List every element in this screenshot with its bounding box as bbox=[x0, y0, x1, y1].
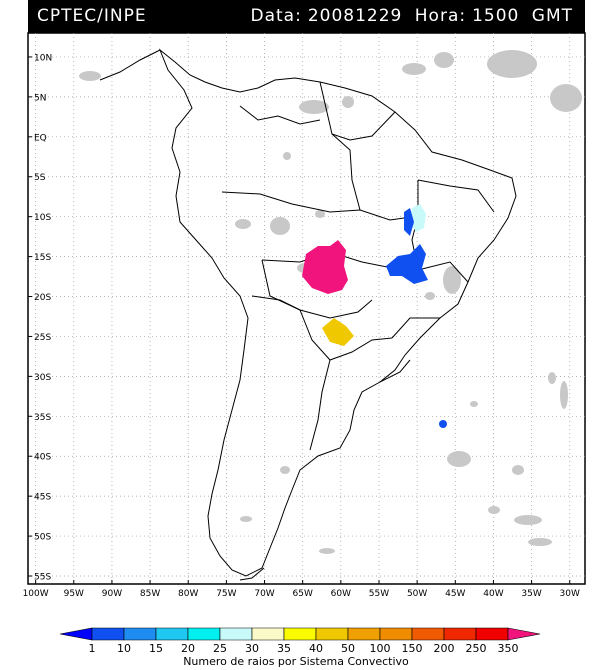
colorbar-tick-label: 20 bbox=[181, 642, 195, 655]
colorbar-tick-label: 50 bbox=[341, 642, 355, 655]
lat-label: 35S bbox=[34, 413, 51, 423]
lon-label: 65W bbox=[293, 589, 313, 599]
lat-label: EQ bbox=[34, 133, 47, 143]
system-minas-gerais bbox=[386, 244, 428, 284]
colorbar-tick-label: 1 bbox=[89, 642, 96, 655]
lat-label: 50S bbox=[34, 533, 51, 543]
colorbar-tick-label: 35 bbox=[277, 642, 291, 655]
date-value: 20081229 bbox=[307, 6, 403, 26]
lat-label: 30S bbox=[34, 373, 51, 383]
hour-value: 1500 bbox=[472, 6, 520, 26]
colorbar-tick-label: 350 bbox=[498, 642, 519, 655]
colorbar: 1 10 15 20 25 30 35 40 50 100 150 200 250 350 bbox=[59, 627, 541, 655]
lon-label: 85W bbox=[140, 589, 160, 599]
colorbar-segment bbox=[475, 627, 509, 641]
colorbar-tick-label: 25 bbox=[213, 642, 227, 655]
lat-label: 55S bbox=[34, 573, 51, 583]
lon-label: 70W bbox=[254, 589, 274, 599]
lat-label: 45S bbox=[34, 493, 51, 503]
timezone: GMT bbox=[531, 6, 573, 26]
lon-label: 95W bbox=[64, 589, 84, 599]
lon-label: 40W bbox=[483, 589, 503, 599]
colorbar-tick-label: 40 bbox=[309, 642, 323, 655]
colorbar-tick-label: 200 bbox=[434, 642, 455, 655]
colorbar-tick-label: 15 bbox=[149, 642, 163, 655]
colorbar-segment bbox=[91, 627, 125, 641]
lon-label: 45W bbox=[445, 589, 465, 599]
latitude-labels: 10N 5N EQ 5S 10S 15S 20S 25S 30S 35S 40S 45S 50S 55S bbox=[34, 53, 52, 582]
lon-label: 30W bbox=[560, 589, 580, 599]
lon-label: 60W bbox=[331, 589, 351, 599]
timestamp: Data: 20081229 Hora: 1500 GMT bbox=[245, 6, 574, 26]
colorbar-tick-label: 30 bbox=[245, 642, 259, 655]
lon-label: 50W bbox=[407, 589, 427, 599]
system-mato-grosso bbox=[302, 240, 348, 294]
colorbar-segment bbox=[507, 627, 541, 641]
colorbar-segment bbox=[443, 627, 477, 641]
map-frame bbox=[27, 32, 586, 585]
colorbar-segment bbox=[411, 627, 445, 641]
lat-label: 10S bbox=[34, 213, 51, 223]
lon-label: 100W bbox=[23, 589, 49, 599]
colorbar-segment bbox=[187, 627, 221, 641]
convective-systems bbox=[302, 204, 447, 428]
colorbar-tick-label: 150 bbox=[402, 642, 423, 655]
lat-label: 40S bbox=[34, 453, 51, 463]
lon-label: 55W bbox=[369, 589, 389, 599]
lat-label: 15S bbox=[34, 253, 51, 263]
system-atlantic bbox=[439, 420, 447, 428]
map-header: CPTEC/INPE Data: 20081229 Hora: 1500 GMT bbox=[28, 0, 585, 33]
colorbar-segment bbox=[315, 627, 349, 641]
lon-label: 80W bbox=[178, 589, 198, 599]
lon-label: 35W bbox=[521, 589, 541, 599]
date-label: Data: bbox=[250, 6, 302, 26]
lat-label: 5S bbox=[34, 173, 46, 183]
colorbar-segment bbox=[347, 627, 381, 641]
lon-label: 90W bbox=[102, 589, 122, 599]
system-goias-north bbox=[410, 204, 426, 232]
source-label: CPTEC/INPE bbox=[37, 6, 147, 26]
lon-label: 75W bbox=[216, 589, 236, 599]
lat-label: 25S bbox=[34, 333, 51, 343]
colorbar-segment bbox=[251, 627, 285, 641]
colorbar-segment bbox=[59, 627, 93, 641]
colorbar-segment bbox=[283, 627, 317, 641]
system-paraguay bbox=[322, 318, 354, 346]
lat-label: 10N bbox=[34, 53, 52, 63]
system-goias-blue bbox=[404, 208, 414, 236]
colorbar-tick-label: 100 bbox=[370, 642, 391, 655]
colorbar-segment bbox=[379, 627, 413, 641]
longitude-labels: 100W 95W 90W 85W 80W 75W 70W 65W 60W 55W 50W 45W 40W… bbox=[23, 589, 580, 599]
hour-label: Hora: bbox=[414, 6, 467, 26]
colorbar-tick-label: 250 bbox=[466, 642, 487, 655]
lat-label: 20S bbox=[34, 293, 51, 303]
colorbar-segment bbox=[123, 627, 157, 641]
colorbar-segment bbox=[219, 627, 253, 641]
colorbar-segment bbox=[155, 627, 189, 641]
coastline bbox=[99, 48, 517, 581]
lat-label: 5N bbox=[34, 93, 46, 103]
colorbar-tick-label: 10 bbox=[117, 642, 131, 655]
cloud-cover bbox=[79, 50, 582, 554]
colorbar-title: Numero de raios por Sistema Convectivo bbox=[183, 655, 409, 668]
